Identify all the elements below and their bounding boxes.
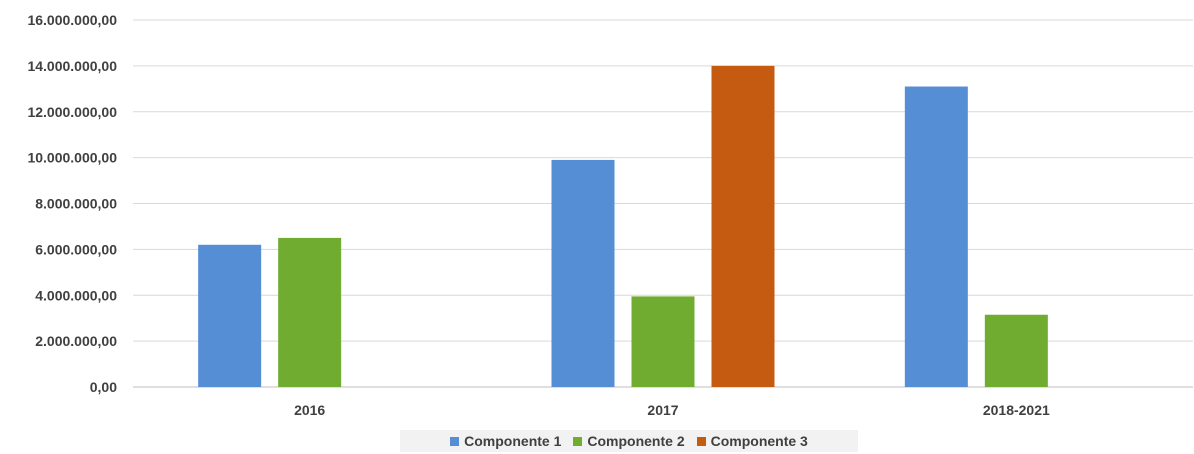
x-tick-label: 2016: [294, 402, 325, 418]
bar-chart: 0,00 2.000.000,00 4.000.000,00 6.000.000,00…: [27, 12, 1193, 418]
legend-label: Componente 2: [587, 433, 685, 449]
bar-componente-2-2016: [278, 237, 342, 387]
legend-label: Componente 1: [464, 433, 562, 449]
legend-label: Componente 3: [710, 433, 808, 449]
y-tick-label: 12.000.000,00: [27, 104, 117, 120]
y-tick-label: 14.000.000,00: [27, 58, 117, 74]
y-tick-label: 8.000.000,00: [35, 196, 117, 212]
bar-componente-1-2017: [551, 159, 615, 387]
y-tick-label: 16.000.000,00: [27, 12, 117, 28]
legend-swatch: [573, 436, 583, 446]
legend-swatch: [450, 436, 460, 446]
y-tick-label: 6.000.000,00: [35, 241, 117, 257]
legend-swatch: [696, 436, 706, 446]
legend-item: Componente 2: [573, 433, 685, 449]
bar-componente-1-2016: [198, 244, 262, 387]
x-axis-ticks: 2016 2017 2018-2021: [294, 402, 1050, 418]
bar-componente-2-2018-2021: [984, 314, 1048, 387]
y-tick-label: 4.000.000,00: [35, 287, 117, 303]
y-axis-ticks: 0,00 2.000.000,00 4.000.000,00 6.000.000,00…: [27, 12, 117, 395]
x-tick-label: 2018-2021: [983, 402, 1050, 418]
bar-componente-3-2017: [711, 65, 775, 387]
bar-componente-1-2018-2021: [904, 86, 968, 388]
bars: [198, 65, 1048, 388]
x-tick-label: 2017: [647, 402, 678, 418]
bar-componente-2-2017: [631, 296, 695, 387]
y-tick-label: 10.000.000,00: [27, 150, 117, 166]
y-tick-label: 2.000.000,00: [35, 333, 117, 349]
legend-item: Componente 1: [450, 433, 561, 449]
y-tick-label: 0,00: [90, 379, 117, 395]
legend-item: Componente 3: [696, 433, 808, 449]
legend: Componente 1 Componente 2 Componente 3: [400, 430, 858, 452]
